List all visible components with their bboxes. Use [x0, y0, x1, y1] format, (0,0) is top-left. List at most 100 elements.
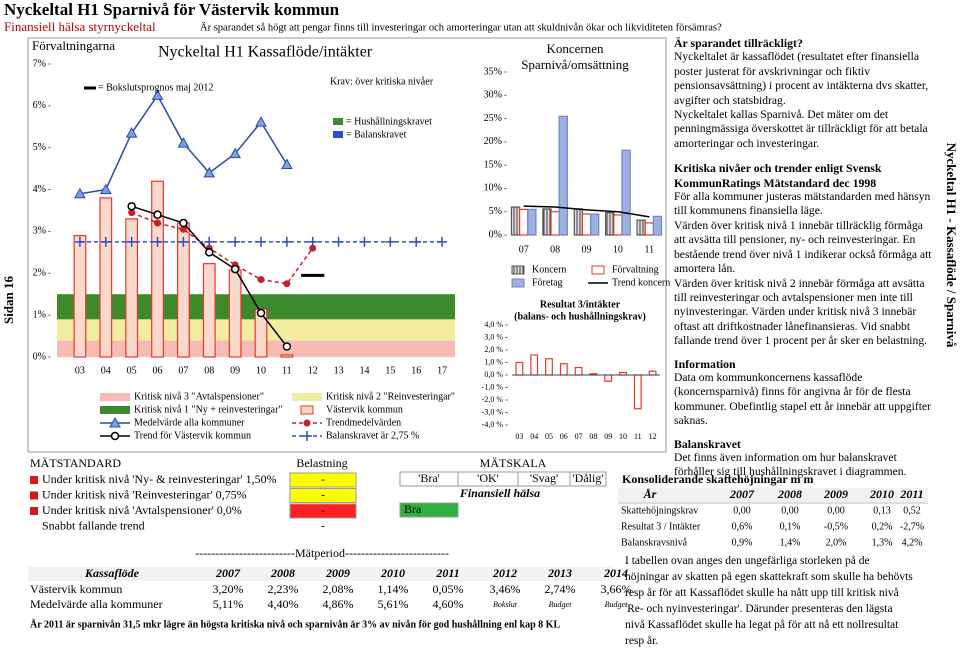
bar: [550, 211, 560, 236]
y-tick-label: 2%: [33, 268, 46, 279]
legend-swatch: [300, 405, 314, 415]
x-tick-label: 04: [101, 365, 111, 376]
line-marker: [74, 187, 86, 199]
bullet: [30, 476, 38, 484]
section-heading: Balanskravet: [674, 436, 741, 451]
legend-label: Företag: [532, 277, 563, 288]
table-cell: 4,86%: [323, 597, 354, 611]
line-marker: [333, 236, 344, 247]
x-tick-label: 11: [282, 365, 292, 376]
scale-caption: Finansiell hälsa: [459, 486, 540, 500]
bar: [73, 235, 87, 358]
series-line: [131, 211, 314, 285]
table-cell: 2,23%: [268, 582, 299, 596]
page-canvas: Nyckeltal H1 Sparnivå för Västervik komm…: [1, 0, 959, 630]
annotation: = Bokslutsprognos maj 2012: [98, 82, 213, 93]
bar: [530, 354, 539, 376]
paragraph: Värden över kritisk nivå 2 innebär förmå…: [674, 276, 928, 348]
text-section: Information Data om kommunkoncernens kass…: [674, 357, 936, 429]
line-marker: [309, 244, 317, 252]
rating-cell: [399, 502, 459, 518]
text-section: Kritiska nivåer och trender enligt Svens…: [674, 161, 936, 348]
table-header: 2010: [380, 566, 405, 580]
legend-label: Koncern: [532, 264, 566, 275]
line-marker: [178, 236, 189, 247]
table-header: 2009: [325, 566, 350, 580]
table-cell: 0,00: [781, 505, 799, 516]
paragraph: Nyckeltalet kallas Sparnivå. Det mäter o…: [674, 108, 928, 150]
x-tick-label: 04: [530, 432, 538, 441]
table-cell: Under kritisk nivå 'Avtalspensioner' 0,0…: [42, 503, 242, 517]
table-cell: -: [321, 487, 325, 501]
x-tick-label: 07: [178, 365, 188, 376]
bar: [545, 358, 553, 376]
x-tick-label: 10: [256, 365, 266, 376]
line-marker: [282, 342, 292, 351]
legend-label: Trendmedelvärden: [326, 417, 401, 428]
bar: [228, 269, 242, 358]
y-tick-label: 25%: [484, 113, 502, 124]
bar: [280, 354, 294, 358]
bar: [542, 208, 552, 236]
bar: [559, 363, 568, 376]
load-cell: [289, 503, 357, 519]
x-tick-label: 15: [385, 365, 395, 376]
bar: [515, 361, 524, 376]
table-header: 2007: [729, 487, 755, 501]
side-label: Sidan 16: [1, 275, 16, 324]
bar: [613, 214, 623, 236]
table-header: 2011: [899, 487, 923, 501]
table-header: 2010: [869, 487, 894, 501]
x-tick-label: 05: [127, 365, 137, 376]
table-note: I tabellen ovan anges den ungefärliga st…: [625, 555, 913, 647]
x-tick-label: 10: [619, 432, 627, 441]
legend-swatch: [100, 406, 130, 414]
table-cell: -2,7%: [900, 521, 924, 532]
y-tick-label: 1%: [33, 309, 46, 320]
line-marker: [230, 236, 241, 247]
table-header: 2009: [823, 487, 848, 501]
table-cell: Resultat 3 / Intäkter: [621, 521, 701, 532]
table-cell: 0,13: [873, 505, 891, 516]
table-cell: Snabbt fallande trend: [42, 518, 145, 532]
y-tick-label: 20%: [484, 136, 502, 147]
y-tick-label: 10%: [484, 183, 502, 194]
line-marker: [128, 209, 136, 217]
x-tick-label: 08: [204, 365, 214, 376]
y-tick-label: 15%: [484, 159, 502, 170]
line-marker: [151, 89, 164, 100]
legend-swatch: [100, 393, 130, 401]
table-title: MÄTSKALA: [480, 456, 547, 470]
table-cell: 4,60%: [433, 597, 464, 611]
table-header: 2008: [270, 566, 295, 580]
line-marker: [203, 166, 216, 178]
table-cell: 2,08%: [323, 582, 354, 596]
table-header: Belastning: [296, 456, 347, 470]
text-panel: Är sparandet tillräckligt? Nyckeltalet är…: [674, 36, 936, 480]
bar: [633, 374, 642, 410]
chart-label: Förvaltningarna: [32, 38, 115, 53]
table-cell: 5,11%: [213, 597, 244, 611]
legend-marker: [110, 431, 120, 441]
table-cell: 4,40%: [268, 597, 299, 611]
x-tick-label: 03: [515, 432, 523, 441]
y-tick-label: 3%: [33, 226, 46, 237]
y-tick-label: 35%: [484, 66, 502, 77]
table-cell: Under kritisk nivå 'Ny- & reinvesteringa…: [42, 472, 277, 486]
table-cell: -0,5%: [824, 521, 848, 532]
chart-title: Nyckeltal H1 Kassaflöde/intäkter: [158, 44, 373, 61]
bar: [589, 213, 600, 236]
line-marker: [126, 236, 137, 247]
x-tick-label: 12: [649, 432, 657, 441]
bar: [519, 208, 529, 236]
table-header: 2012: [492, 566, 517, 580]
table-cell: 3,46%: [490, 582, 521, 596]
line-marker: [127, 202, 136, 211]
line-marker: [256, 308, 266, 318]
series-line: [523, 205, 650, 218]
table-cell: Under kritisk nivå 'Reinvesteringar' 0,7…: [42, 487, 247, 501]
bar: [604, 374, 613, 382]
table-cell: 0,00: [733, 505, 751, 516]
y-tick-label: 2,0 %: [484, 345, 503, 354]
